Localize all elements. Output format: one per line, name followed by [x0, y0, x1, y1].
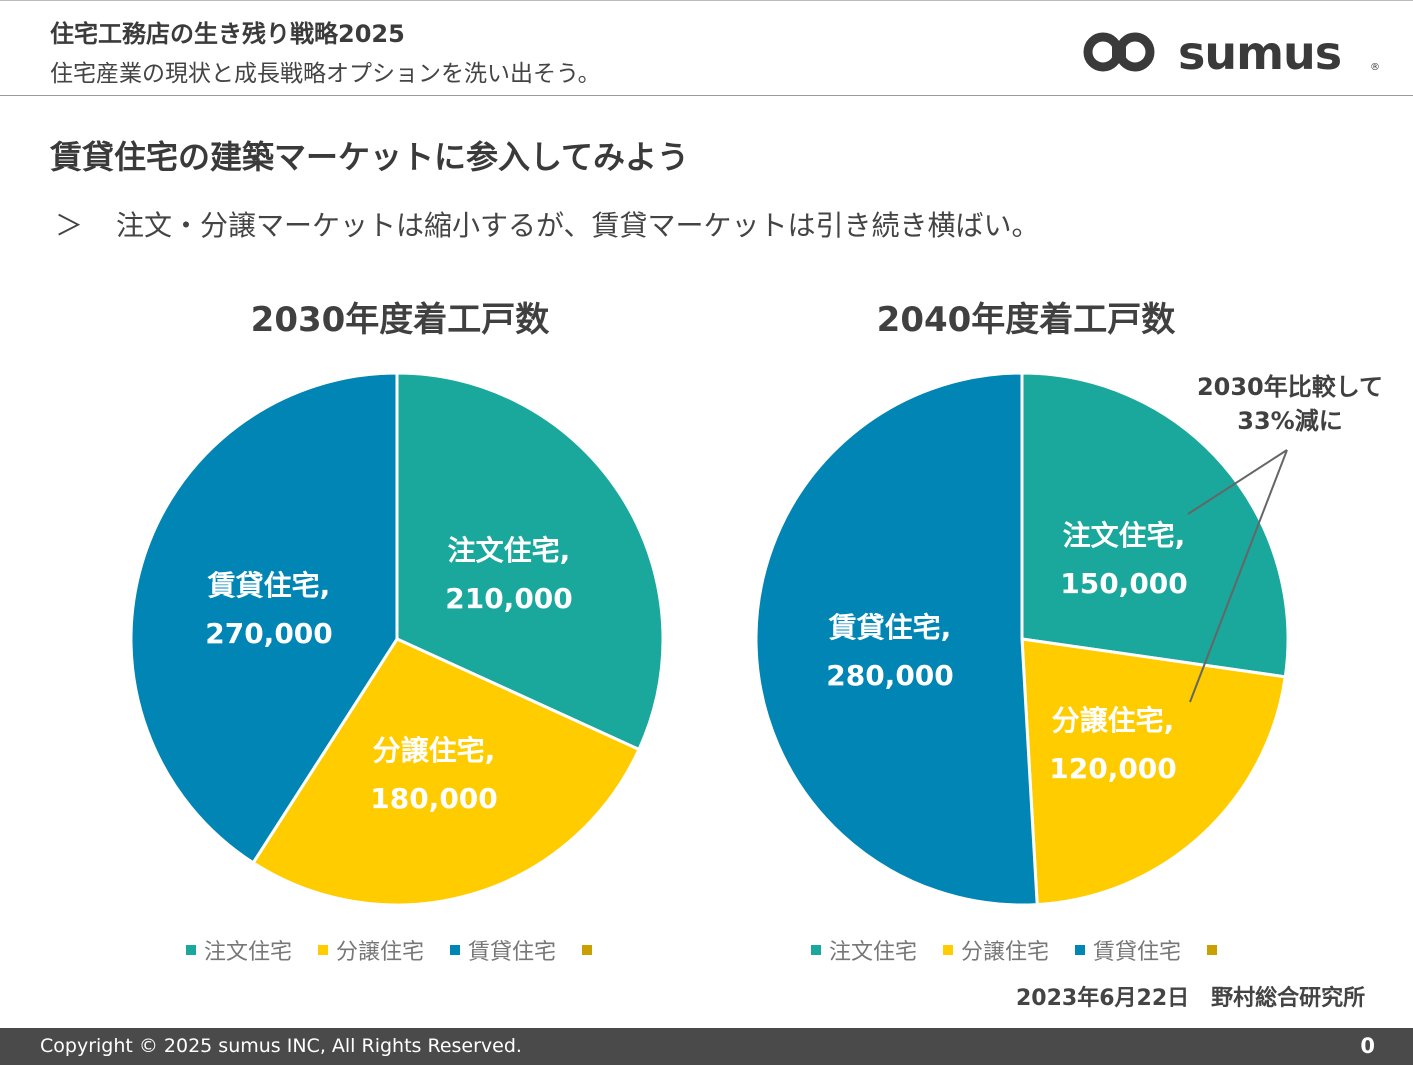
slice-label-bunjou: 分譲住宅,	[373, 734, 496, 767]
legend-item: 分譲住宅	[318, 934, 424, 966]
slide-heading: 賃貸住宅の建築マーケットに参入してみよう	[50, 138, 690, 176]
slice-label-chuumon: 注文住宅,	[1063, 519, 1186, 552]
slice-label-chintai: 賃貸住宅,	[207, 569, 331, 602]
data-source: 2023年6月22日 野村総合研究所	[1016, 986, 1366, 1011]
legend-item: 賃貸住宅	[1075, 934, 1181, 966]
bullet-text: 注文・分譲マーケットは縮小するが、賃貸マーケットは引き続き横ばい。	[116, 209, 1040, 242]
annotation-line-2: 33%減に	[1237, 407, 1343, 435]
slice-value-chuumon: 150,000	[1060, 567, 1188, 600]
legend-item: 賃貸住宅	[450, 934, 556, 966]
deck-subtitle: 住宅産業の現状と成長戦略オプションを洗い出そう。	[50, 61, 601, 87]
pie-slice-chuumon	[395, 371, 665, 752]
legend-item: 分譲住宅	[943, 934, 1049, 966]
deck-title: 住宅工務店の生き残り戦略2025	[50, 20, 405, 48]
callout-line-to-bunjou	[1189, 449, 1288, 703]
footer-bar: Copyright © 2025 sumus INC, All Rights R…	[0, 1028, 1413, 1065]
slice-value-bunjou: 120,000	[1049, 752, 1177, 785]
legend-2030: 注文住宅 分譲住宅 賃貸住宅	[186, 934, 626, 966]
pie-chart-2030: 注文住宅, 210,000 分譲住宅, 180,000 賃貸住宅, 270,000	[129, 371, 665, 907]
legend-item-empty	[1207, 945, 1225, 955]
top-border	[0, 0, 1413, 1]
slice-value-chintai: 270,000	[205, 617, 333, 650]
chart-title-2030: 2030年度着工戸数	[250, 300, 550, 340]
pie-slice-chuumon	[1020, 371, 1290, 679]
chart-title-2040: 2040年度着工戸数	[876, 300, 1176, 340]
copyright-text: Copyright © 2025 sumus INC, All Rights R…	[40, 1035, 522, 1057]
slice-label-chuumon: 注文住宅,	[448, 534, 571, 567]
pie-slice-bunjou	[1020, 637, 1287, 907]
legend-item: 注文住宅	[811, 934, 917, 966]
slice-label-bunjou: 分譲住宅,	[1052, 704, 1175, 737]
pie-slice-bunjou	[251, 637, 641, 907]
legend-item: 注文住宅	[186, 934, 292, 966]
annotation-callout-lines	[1187, 449, 1288, 703]
pie-slice-chintai	[754, 371, 1039, 907]
legend-2040: 注文住宅 分譲住宅 賃貸住宅	[811, 934, 1251, 966]
annotation-line-1: 2030年比較して	[1196, 373, 1384, 401]
slice-value-bunjou: 180,000	[370, 782, 498, 815]
pie-chart-2040: 注文住宅, 150,000 分譲住宅, 120,000 賃貸住宅, 280,000	[754, 371, 1290, 907]
header-divider	[0, 95, 1413, 96]
pie-slice-chintai	[129, 371, 399, 865]
decline-annotation: 2030年比較して 33%減に	[1180, 370, 1400, 438]
slice-label-chintai: 賃貸住宅,	[828, 611, 952, 644]
legend-item-empty	[582, 945, 600, 955]
callout-line-to-chuumon	[1187, 449, 1288, 515]
svg-text:®: ®	[1370, 62, 1380, 73]
page-number: 0	[1360, 1034, 1375, 1058]
slice-value-chuumon: 210,000	[445, 582, 573, 615]
logo-wordmark: sumus	[1178, 28, 1341, 78]
bullet-marker: ＞	[55, 209, 84, 242]
slice-value-chintai: 280,000	[826, 659, 954, 692]
sumus-logo: sumus ®	[1083, 28, 1380, 78]
